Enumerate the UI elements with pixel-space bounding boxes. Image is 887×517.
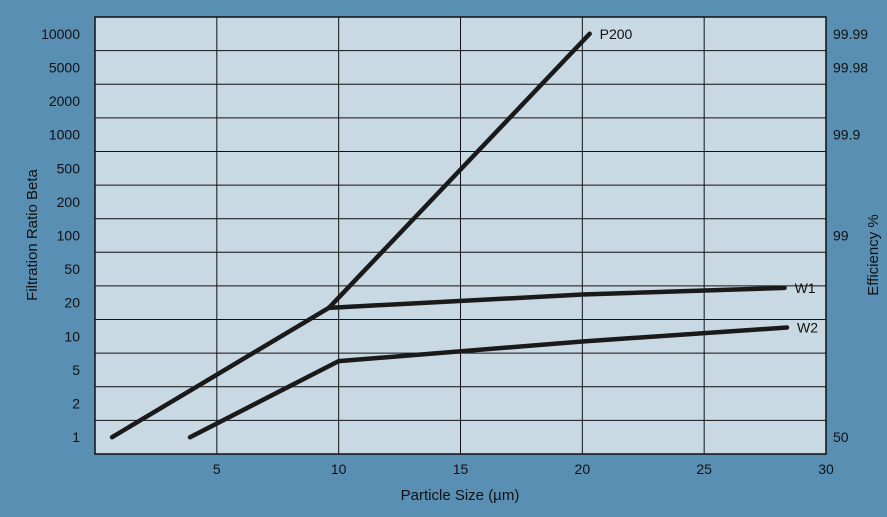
- x-tick-label: 20: [575, 461, 591, 477]
- series-label-w1: W1: [795, 280, 816, 296]
- right-tick-label: 99.99: [833, 26, 868, 42]
- y-tick-label: 200: [57, 194, 81, 210]
- x-tick-label: 10: [331, 461, 347, 477]
- series-line-w2: [187, 325, 790, 440]
- right-tick-label: 99.98: [833, 59, 868, 75]
- series-labels: P200 W1 W2: [600, 26, 819, 336]
- y-tick-label: 500: [57, 160, 81, 176]
- right-tick-label: 99.9: [833, 127, 860, 143]
- x-axis-title: Particle Size (µm): [401, 487, 520, 504]
- x-tick-label: 30: [818, 461, 834, 477]
- y-tick-label: 20: [64, 295, 80, 311]
- x-tick-label: 5: [213, 461, 221, 477]
- y-tick-label: 5000: [49, 59, 80, 75]
- plot-border: [94, 16, 827, 455]
- y-tick-label: 2: [72, 396, 80, 412]
- x-tick-label: 25: [696, 461, 712, 477]
- y-tick-label: 5: [72, 362, 80, 378]
- y-tick-label: 1: [72, 429, 80, 445]
- right-tick-label: 99: [833, 228, 849, 244]
- y-tick-label: 10000: [41, 26, 80, 42]
- series-label-p200: P200: [600, 26, 633, 42]
- y-tick-labels: 1 2 5 10 20 50 100 200 500 1000 2000 5000 10000: [41, 26, 80, 445]
- right-tick-label: 50: [833, 429, 849, 445]
- y-tick-label: 2000: [49, 93, 80, 109]
- x-tick-labels: 5 10 15 20 25 30: [213, 461, 834, 477]
- right-axis-title: Efficiency %: [865, 214, 882, 295]
- y-axis-title: Filtration Ratio Beta: [24, 168, 41, 300]
- series-line-w1: [326, 285, 787, 311]
- y-tick-label: 100: [57, 228, 81, 244]
- x-tick-label: 15: [453, 461, 469, 477]
- horizontal-gridlines: [95, 50, 826, 421]
- series-label-w2: W2: [797, 320, 818, 336]
- series-lines: [109, 31, 790, 440]
- right-tick-labels: 50 99 99.9 99.98 99.99: [833, 26, 868, 445]
- y-tick-label: 1000: [49, 127, 80, 143]
- y-tick-label: 10: [64, 328, 80, 344]
- y-tick-label: 50: [64, 261, 80, 277]
